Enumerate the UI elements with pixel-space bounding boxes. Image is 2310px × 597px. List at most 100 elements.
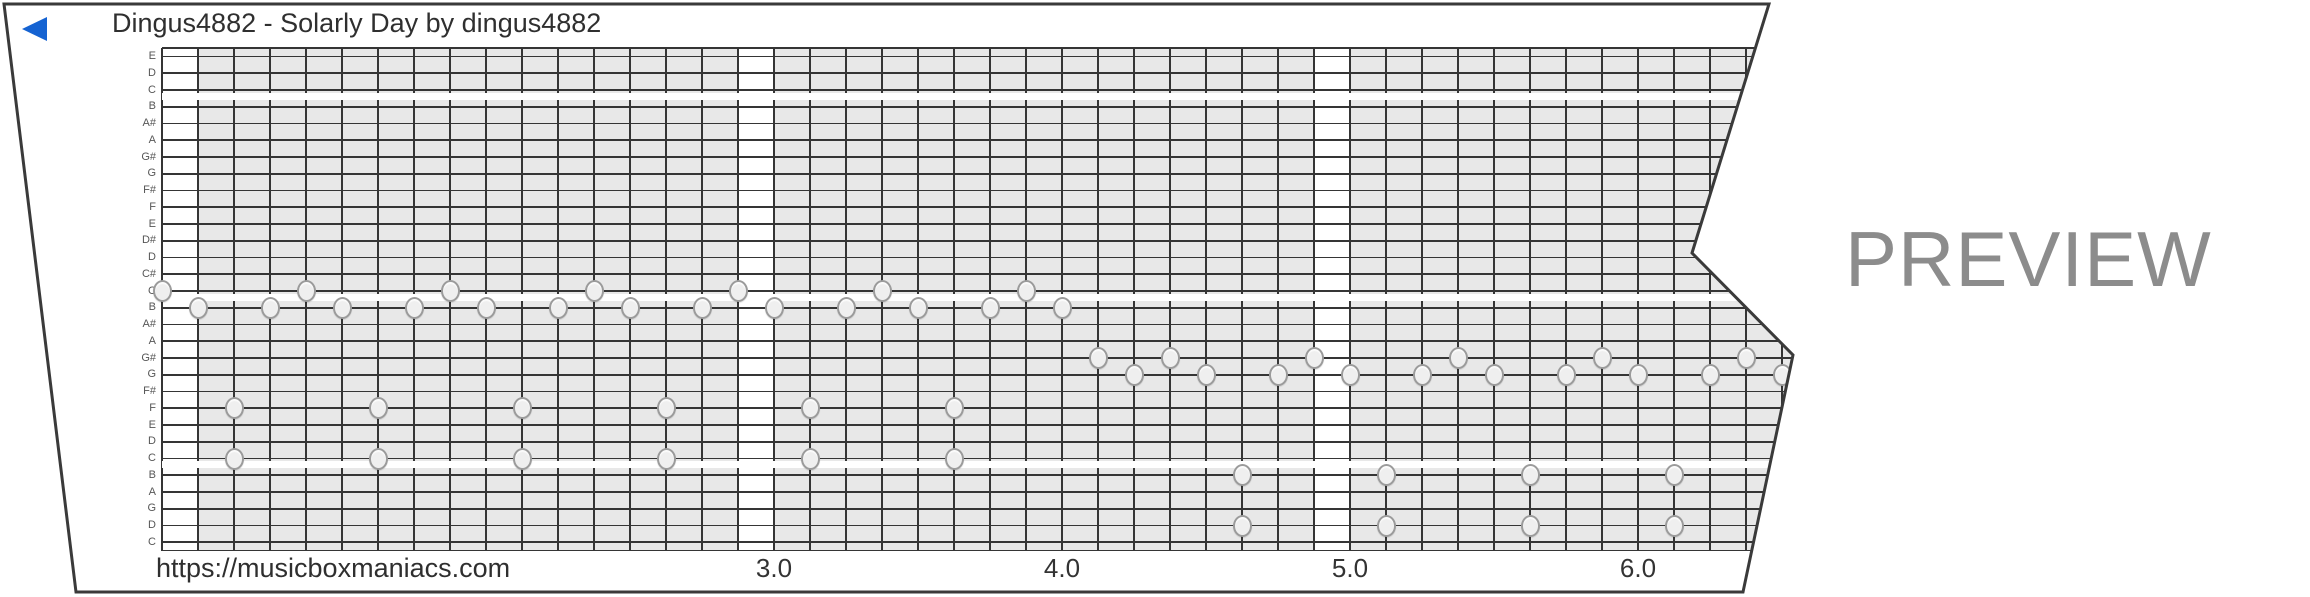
note-dot [800,447,820,470]
note-dot [1304,347,1324,369]
note-label: A [148,334,156,347]
note-dot [692,296,712,319]
melody-title: Dingus4882 - Solarly Day by dingus4882 [112,8,602,38]
beat-label: 5.0 [1331,553,1369,583]
note-line [162,541,1793,544]
note-label: G# [141,150,156,163]
note-line [162,206,1793,209]
note-label: C [106,285,156,297]
note-dot [1376,464,1396,487]
note-dot [260,296,280,319]
note-dot [512,397,532,420]
beat-label: 3.0 [755,553,793,583]
note-line [162,89,1793,91]
note-label: E [148,50,156,62]
note-label: F [149,401,156,414]
note-dot [188,296,208,319]
note-dot [296,280,316,302]
note-label: E [148,217,156,230]
note-dot [1268,363,1288,386]
grid-top-line [162,47,1793,49]
note-dot [1556,363,1576,386]
note-dot [1700,363,1720,386]
note-dot [1772,363,1792,386]
note-dot [944,397,964,420]
note-dot [1340,363,1360,386]
note-line [162,223,1793,225]
note-label: C [148,83,156,96]
note-dot [1520,464,1540,487]
note-line [162,273,1793,276]
note-dot [512,447,532,470]
note-label: G [147,167,156,180]
note-dot [1520,514,1540,537]
grid-vertical-line [1817,48,1819,551]
note-dot [728,280,748,302]
note-label: G [147,368,156,381]
note-line [162,139,1793,142]
grid-vertical-line [1781,48,1783,551]
note-dot [332,296,352,319]
grid-bottom-line [162,549,1793,552]
note-line [162,340,1793,343]
note-dot [1052,296,1072,319]
note-line [162,239,1793,242]
note-line [162,122,1793,125]
note-line [162,373,1793,376]
note-dot [1232,514,1252,537]
note-line [162,189,1793,192]
note-dot [152,280,172,302]
note-dot [368,447,388,470]
note-label: A [148,133,156,146]
note-label: D [148,519,156,531]
note-dot [1664,464,1684,487]
back-triangle-icon[interactable] [22,17,47,41]
note-dot [908,296,928,319]
note-label: A# [142,117,156,129]
note-label: G# [141,351,156,364]
note-label: F# [143,385,156,397]
note-dot [1736,347,1756,369]
note-label: B [148,468,156,481]
note-line [162,256,1793,259]
note-line [162,474,1793,477]
preview-watermark: PREVIEW [1845,215,2212,303]
note-label: G [147,502,156,515]
note-dot [944,447,964,470]
note-dot [548,296,568,319]
note-line [162,156,1793,158]
note-label: D [148,251,156,263]
note-dot [980,296,1000,319]
note-dot [1088,347,1108,369]
beat-label: 4.0 [1043,553,1081,583]
note-line [162,424,1793,426]
note-dot [368,397,388,420]
note-label: B [148,100,156,113]
note-dot [224,447,244,470]
beat-label: 6.0 [1619,553,1657,583]
note-line [162,357,1793,359]
note-line [162,290,1793,292]
note-dot [1124,363,1144,386]
note-dot [476,296,496,319]
note-label: C# [141,267,156,280]
note-line [162,390,1793,393]
note-line [162,440,1793,443]
note-dot [836,296,856,319]
note-dot [764,296,784,319]
note-label: F# [143,184,156,196]
note-dot [1376,514,1396,537]
note-line [162,457,1793,460]
note-dot [656,397,676,420]
note-line [162,323,1793,326]
note-dot [1196,363,1216,386]
note-label: B [148,301,156,314]
note-dot [1448,347,1468,369]
note-label: A# [142,318,156,330]
octave-stripe [162,461,1793,468]
note-line [162,105,1793,108]
note-label: A [148,485,156,498]
note-line [162,524,1793,527]
note-dot [800,397,820,420]
